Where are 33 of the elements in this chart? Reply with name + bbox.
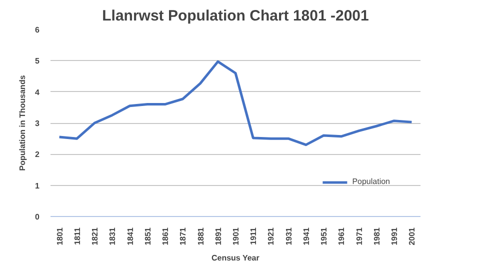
x-tick-label: 1841 <box>126 226 135 246</box>
y-tick-label: 0 <box>35 212 40 222</box>
x-tick-label: 1881 <box>196 226 206 246</box>
x-tick-label: 1861 <box>161 226 170 246</box>
legend-label: Population <box>352 177 390 186</box>
x-tick-label: 1901 <box>232 226 240 246</box>
y-tick-label: 3 <box>35 119 40 128</box>
x-tick-label: 1971 <box>354 226 364 246</box>
x-tick-label: 1891 <box>214 226 223 246</box>
x-tick-label: 1851 <box>143 226 152 246</box>
x-tick-label: 1981 <box>372 226 382 246</box>
y-axis-title: Population in Thousands <box>18 74 28 171</box>
x-tick-label: 1941 <box>302 226 311 246</box>
x-tick-label: 1831 <box>108 226 118 246</box>
x-axis-title: Census Year <box>211 253 260 262</box>
y-tick-label: 1 <box>35 181 40 190</box>
line-series <box>58 60 413 146</box>
y-tick-label: 5 <box>35 56 40 66</box>
x-tick-label: 1991 <box>390 226 400 246</box>
x-tick-label: 1921 <box>266 226 276 246</box>
x-tick-label: 1931 <box>284 226 294 246</box>
x-tick-label: 1801 <box>55 226 64 246</box>
x-tick-label: 1811 <box>72 226 82 245</box>
y-tick-label: 6 <box>35 26 40 34</box>
x-tick-label: 1961 <box>337 226 346 246</box>
x-tick-label: 1911 <box>249 226 258 245</box>
y-tick-label: 2 <box>35 150 40 160</box>
x-tick-label: 1951 <box>320 226 329 246</box>
x-tick-label: 2001 <box>408 226 417 246</box>
x-tick-label: 1821 <box>90 226 100 246</box>
chart-title: Llanrwst Population Chart 1801 -2001 <box>102 8 369 24</box>
x-tick-label: 1871 <box>178 226 188 246</box>
y-tick-label: 4 <box>35 88 40 97</box>
